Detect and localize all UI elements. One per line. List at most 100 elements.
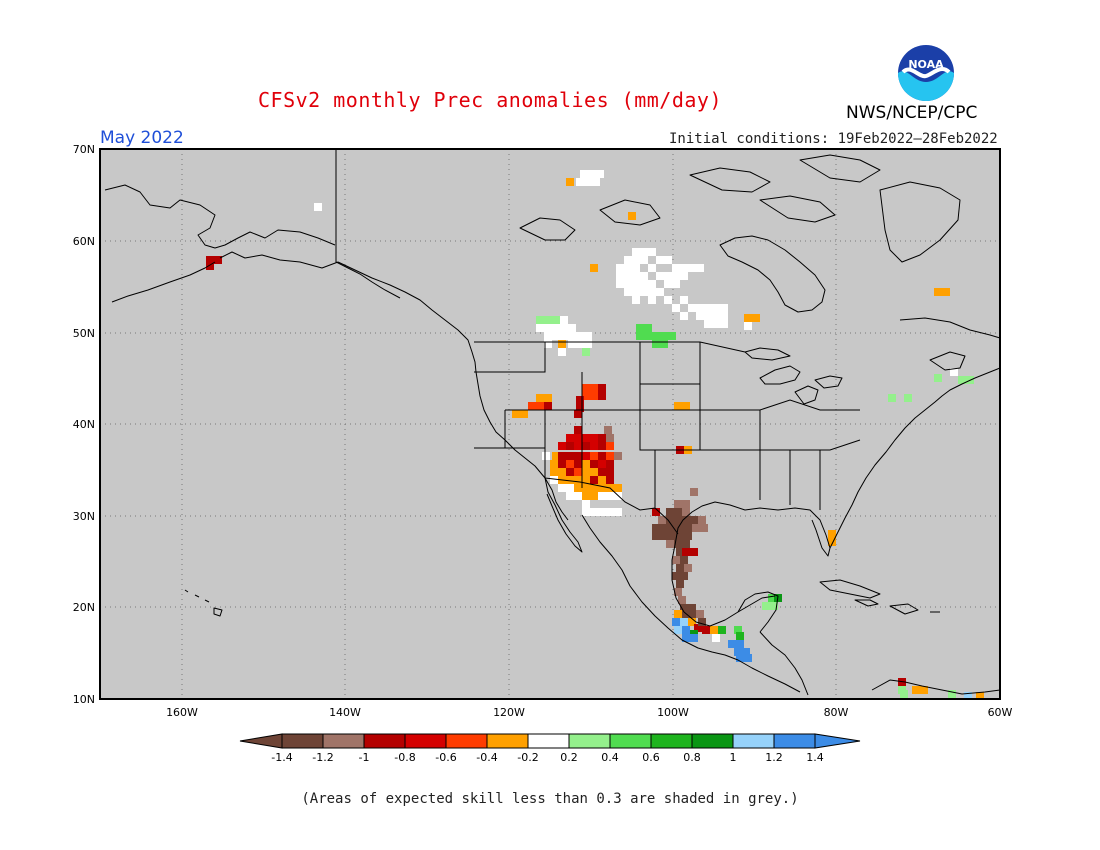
anomaly-cell [688,264,696,272]
anomaly-cell [544,324,552,332]
anomaly-cell [568,324,576,332]
anomaly-cell [676,564,684,572]
colorbar-tick: 1 [730,751,737,764]
anomaly-cell [558,484,566,492]
anomaly-cell [606,442,614,450]
anomaly-cell [700,524,708,532]
anomaly-cell [674,402,682,410]
noaa-logo-text: NOAA [908,58,944,71]
anomaly-cell [598,484,606,492]
anomaly-cell [674,508,682,516]
anomaly-cell [614,508,622,516]
anomaly-cell [680,312,688,320]
anomaly-cell [828,530,836,538]
anomaly-cell [676,524,684,532]
anomaly-cell [574,452,582,460]
anomaly-cell [566,434,574,442]
precip-anomaly-cells [206,170,984,700]
anomaly-cell [598,392,606,400]
colorbar-swatch [609,733,652,749]
anomaly-cell [682,634,690,642]
anomaly-cell [636,324,644,332]
colorbar-tick: 0.8 [683,751,701,764]
anomaly-cell [660,340,668,348]
anomaly-cell [536,316,544,324]
anomaly-cell [576,404,584,412]
colorbar-swatch [404,733,447,749]
colorbar-tick: -1 [359,751,370,764]
anomaly-cell [574,484,582,492]
anomaly-cell [632,256,640,264]
anomaly-cell [976,692,984,700]
anomaly-cell [712,320,720,328]
anomaly-cell [606,476,614,484]
anomaly-cell [574,468,582,476]
anomaly-cell [598,384,606,392]
anomaly-cell [664,272,672,280]
anomaly-cell [676,580,684,588]
anomaly-cell [698,516,706,524]
anomaly-cell [672,572,680,580]
colorbar-tick: -0.6 [435,751,456,764]
anomaly-cell [690,488,698,496]
anomaly-cell [590,392,598,400]
anomaly-cell [660,332,668,340]
anomaly-cell [604,426,612,434]
anomaly-cell [728,640,736,648]
anomaly-cell [704,320,712,328]
anomaly-cell [576,332,584,340]
anomaly-cell [582,442,590,450]
anomaly-cell [666,508,674,516]
coastlines [104,154,1001,696]
anomaly-cell [664,296,672,304]
anomaly-cell [214,256,222,264]
anomaly-cell [598,460,606,468]
anomaly-cell [614,452,622,460]
anomaly-cell [668,532,676,540]
anomaly-cell [672,272,680,280]
anomaly-cell [712,304,720,312]
anomaly-cell [582,500,590,508]
anomaly-cell [542,452,550,460]
anomaly-cell [720,320,728,328]
anomaly-cell [632,264,640,272]
anomaly-cell [656,256,664,264]
anomaly-cell [606,468,614,476]
anomaly-cell [696,610,704,618]
anomaly-cell [666,540,674,548]
anomaly-cell [640,256,648,264]
anomaly-cell [558,340,566,348]
map-frame [99,148,1001,700]
anomaly-cell [544,332,552,340]
colorbar-tick: -0.2 [517,751,538,764]
lon-label: 140W [329,706,361,719]
anomaly-cell [648,248,656,256]
anomaly-cell [672,264,680,272]
anomaly-cell [628,212,636,220]
longitude-labels: 160W 140W 120W 100W 80W 60W [166,706,1012,719]
anomaly-cell [590,460,598,468]
anomaly-cell [624,288,632,296]
anomaly-cell [934,288,942,296]
anomaly-cell [582,392,590,400]
anomaly-cell [544,316,552,324]
anomaly-cell [550,476,558,484]
anomaly-cell [582,452,590,460]
anomaly-cell [592,178,600,186]
anomaly-cell [684,532,692,540]
anomaly-cell [664,256,672,264]
anomaly-cell [762,602,770,610]
anomaly-cell [206,256,214,264]
anomaly-cell [558,452,566,460]
anomaly-cell [624,256,632,264]
anomaly-cell [544,340,552,348]
anomaly-cell [652,532,660,540]
anomaly-cell [664,280,672,288]
anomaly-cell [566,178,574,186]
colorbar-swatch [486,733,529,749]
anomaly-cell [528,402,536,410]
anomaly-cell [674,516,682,524]
colorbar-swatch [281,733,324,749]
anomaly-cell [682,508,690,516]
anomaly-cell [590,476,598,484]
